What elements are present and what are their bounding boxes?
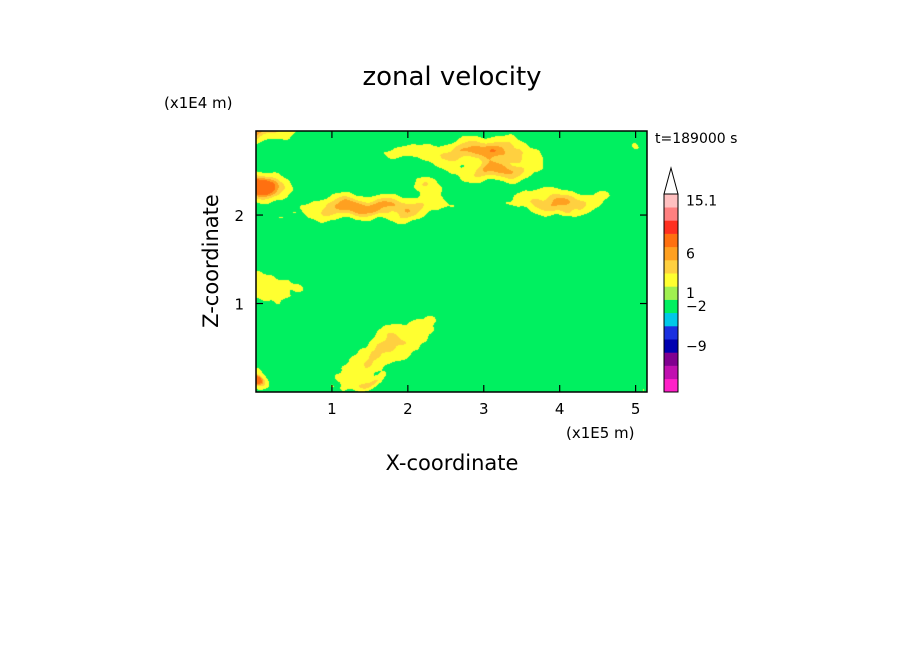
colorbar-swatch — [664, 286, 678, 300]
y-unit-label: (x1E4 m) — [164, 94, 233, 112]
x-axis-ticks: 1 2 3 4 5 — [327, 131, 640, 418]
y-axis-label: Z-coordinate — [199, 194, 223, 328]
y-tick-label: 1 — [234, 296, 244, 314]
x-tick-label: 2 — [403, 400, 413, 418]
colorbar-swatch — [664, 299, 678, 314]
colorbar-swatch — [664, 339, 678, 353]
velocity-field — [256, 131, 647, 392]
colorbar-arrow — [663, 166, 679, 195]
colorbar-label: −2 — [686, 299, 707, 315]
colorbar-swatch — [664, 365, 678, 380]
colorbar-swatch — [664, 260, 678, 274]
time-label: t=189000 s — [655, 131, 737, 147]
colorbar-label: 15.1 — [686, 194, 717, 210]
colorbar-label: 6 — [686, 246, 695, 262]
colorbar-swatch — [664, 326, 678, 340]
x-unit-label: (x1E5 m) — [566, 424, 635, 442]
colorbar-swatch — [664, 378, 678, 393]
colorbar-swatch — [664, 220, 678, 234]
x-axis-label: X-coordinate — [386, 451, 519, 475]
colorbar-label: −9 — [686, 339, 707, 355]
colorbar-swatch — [664, 312, 678, 327]
colorbar-swatch — [664, 233, 678, 248]
colorbar-swatch — [664, 194, 678, 208]
colorbar: 15.1 6 1−2 −9 — [663, 166, 717, 393]
colorbar-frame — [663, 193, 679, 393]
colorbar-swatch — [664, 352, 678, 366]
chart-title: zonal velocity — [362, 62, 541, 92]
x-tick-label: 4 — [555, 400, 565, 418]
colorbar-label: 1 — [686, 286, 695, 302]
x-tick-label: 3 — [479, 400, 489, 418]
colorbar-swatch — [664, 207, 678, 221]
plot-frame — [255, 130, 648, 393]
y-axis-ticks: 12 — [234, 207, 647, 314]
x-tick-label: 1 — [327, 400, 337, 418]
y-tick-label: 2 — [234, 207, 244, 225]
colorbar-swatch — [664, 273, 678, 287]
x-tick-label: 5 — [631, 400, 641, 418]
colorbar-swatch — [664, 246, 678, 261]
